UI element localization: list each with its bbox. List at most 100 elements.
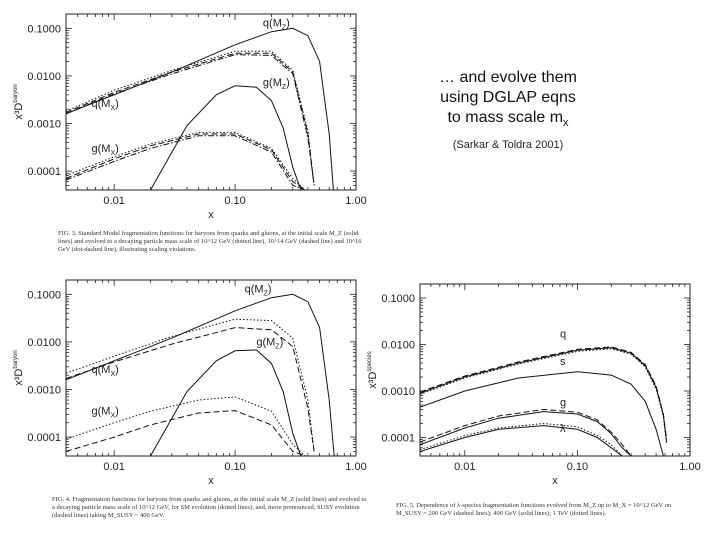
annotation-subscript: Z [282, 24, 287, 31]
plot-panel-bottom-right: 0.01 0.10 1.00 0.1000 0.0100 0.0010 0.0001 x x³D… [367, 266, 720, 498]
y-axis-label-superscript: baryon [13, 350, 19, 368]
annotation-text: λ [560, 423, 566, 435]
y-axis-label: x³Dbaryon [13, 350, 25, 385]
y-axis-label-superscript: species [367, 351, 373, 371]
series-line-5 [66, 54, 315, 186]
x-tick-label: 1.00 [345, 461, 366, 473]
curve-annotation: g [560, 397, 566, 409]
series-line-7 [66, 131, 306, 190]
curve-annotation: g(MX) [92, 405, 119, 419]
y-tick-label: 0.0100 [381, 339, 415, 351]
y-tick-label: 0.1000 [381, 293, 415, 305]
series-line-5 [66, 396, 306, 456]
slide-line-1: … and evolve them [439, 69, 577, 86]
curve-annotation: q(MZ) [245, 283, 272, 297]
x-tick-label: 1.00 [345, 195, 366, 207]
y-axis-label: x³Dbaryon [13, 84, 25, 119]
curve-annotation: g(MZ) [263, 77, 290, 91]
x-axis-label: x [208, 209, 214, 221]
x-tick-label: 0.01 [454, 461, 475, 473]
slide-line-3-subscript: x [563, 117, 569, 130]
x-axis-label: x [208, 475, 214, 487]
annotation-text: g(M [256, 336, 275, 348]
y-tick-label: 0.0100 [27, 337, 61, 349]
series-line-4 [66, 327, 315, 452]
series-line-5 [420, 411, 632, 456]
annotation-subscript: Z [282, 84, 287, 91]
annotation-subscript: X [110, 371, 115, 378]
x-tick-label: 1.00 [679, 461, 700, 473]
chart-svg-1: 0.01 0.10 1.00 0.1000 0.0100 0.0010 0.0001 x x³D… [13, 13, 367, 221]
annotation-close: ) [115, 143, 119, 155]
series-line-6 [66, 410, 306, 456]
series-line-6 [66, 133, 306, 190]
series-line-2 [420, 346, 668, 440]
plot-frame [65, 13, 357, 191]
series-group [66, 27, 334, 190]
figure-caption-3: FIG. 3. Standard Model fragmentation fun… [58, 230, 362, 253]
slide-reference: (Sarkar & Toldra 2001) [452, 139, 564, 152]
annotation-text: q(M [92, 98, 111, 110]
annotation-text: q(M [92, 364, 111, 376]
curve-annotation: s [560, 356, 566, 368]
y-tick-label: 0.0010 [27, 384, 61, 396]
y-tick-label: 0.0001 [381, 432, 415, 444]
annotation-text: q [560, 329, 566, 341]
slide-annotation: … and evolve them using DGLAP eqns to ma… [408, 68, 608, 151]
series-line-7 [420, 425, 623, 456]
curve-annotation: g(MX) [92, 143, 119, 157]
annotation-close: ) [115, 98, 119, 110]
annotation-text: s [560, 356, 566, 368]
series-line-4 [420, 371, 664, 456]
curve-annotation: g(MZ) [256, 336, 283, 350]
slide-line-3: to mass scale mx [408, 108, 608, 133]
x-axis-label: x [552, 475, 558, 487]
series-group [420, 346, 668, 456]
curve-annotation: q(MX) [92, 364, 119, 378]
annotation-subscript: Z [264, 290, 269, 297]
slide-line-2: using DGLAP eqns [440, 89, 576, 106]
x-tick-label: 0.01 [103, 195, 124, 207]
y-tick-label: 0.0100 [27, 71, 61, 83]
annotation-subscript: X [110, 105, 115, 112]
chart-svg-2: 0.01 0.10 1.00 0.1000 0.0100 0.0010 0.0001 x x³D… [13, 279, 367, 487]
annotation-subscript: X [110, 150, 115, 157]
plot-panel-top-left: 0.01 0.10 1.00 0.1000 0.0100 0.0010 0.0001 x x³D… [8, 2, 388, 230]
x-tick-label: 0.10 [567, 461, 588, 473]
y-tick-label: 0.0010 [381, 386, 415, 398]
annotation-close: ) [115, 364, 119, 376]
annotation-subscript: Z [275, 343, 280, 350]
plot-frame [419, 283, 691, 457]
annotation-close: ) [286, 17, 290, 29]
annotation-text: g(M [263, 77, 282, 89]
series-line-3 [66, 52, 315, 186]
series-line-3 [66, 318, 315, 452]
annotation-close: ) [268, 283, 272, 295]
annotation-text: q(M [263, 17, 282, 29]
plot-panel-bottom-left: 0.01 0.10 1.00 0.1000 0.0100 0.0010 0.0001 x x³D… [8, 266, 388, 494]
y-axis-label-superscript: baryon [13, 84, 19, 102]
series-line-8 [420, 422, 623, 456]
annotation-text: g(M [92, 405, 111, 417]
slide-line-3-text: to mass scale m [447, 109, 564, 126]
plot-frame [65, 279, 357, 457]
y-tick-label: 0.0001 [27, 432, 61, 444]
curve-annotation: q(MZ) [263, 17, 290, 31]
figure-caption-5: FIG. 5. Dependence of λ-species fragment… [396, 502, 672, 517]
annotation-close: ) [286, 77, 290, 89]
series-group [66, 293, 335, 456]
y-axis-label: x³Dspecies [367, 351, 379, 388]
y-tick-label: 0.1000 [27, 23, 61, 35]
y-axis-label-main: x³D [13, 103, 25, 120]
annotation-text: g(M [92, 143, 111, 155]
y-tick-label: 0.0010 [27, 118, 61, 130]
figure-caption-4: FIG. 4. Fragmentation functions for bary… [52, 496, 367, 519]
annotation-text: q(M [245, 283, 264, 295]
series-line-6 [420, 408, 632, 456]
curve-annotation: q(MX) [92, 98, 119, 112]
chart-svg-3: 0.01 0.10 1.00 0.1000 0.0100 0.0010 0.0001 x x³D… [367, 283, 701, 487]
x-tick-label: 0.10 [224, 195, 245, 207]
y-tick-label: 0.1000 [27, 289, 61, 301]
annotation-text: g [560, 397, 566, 409]
series-line-8 [66, 135, 306, 190]
